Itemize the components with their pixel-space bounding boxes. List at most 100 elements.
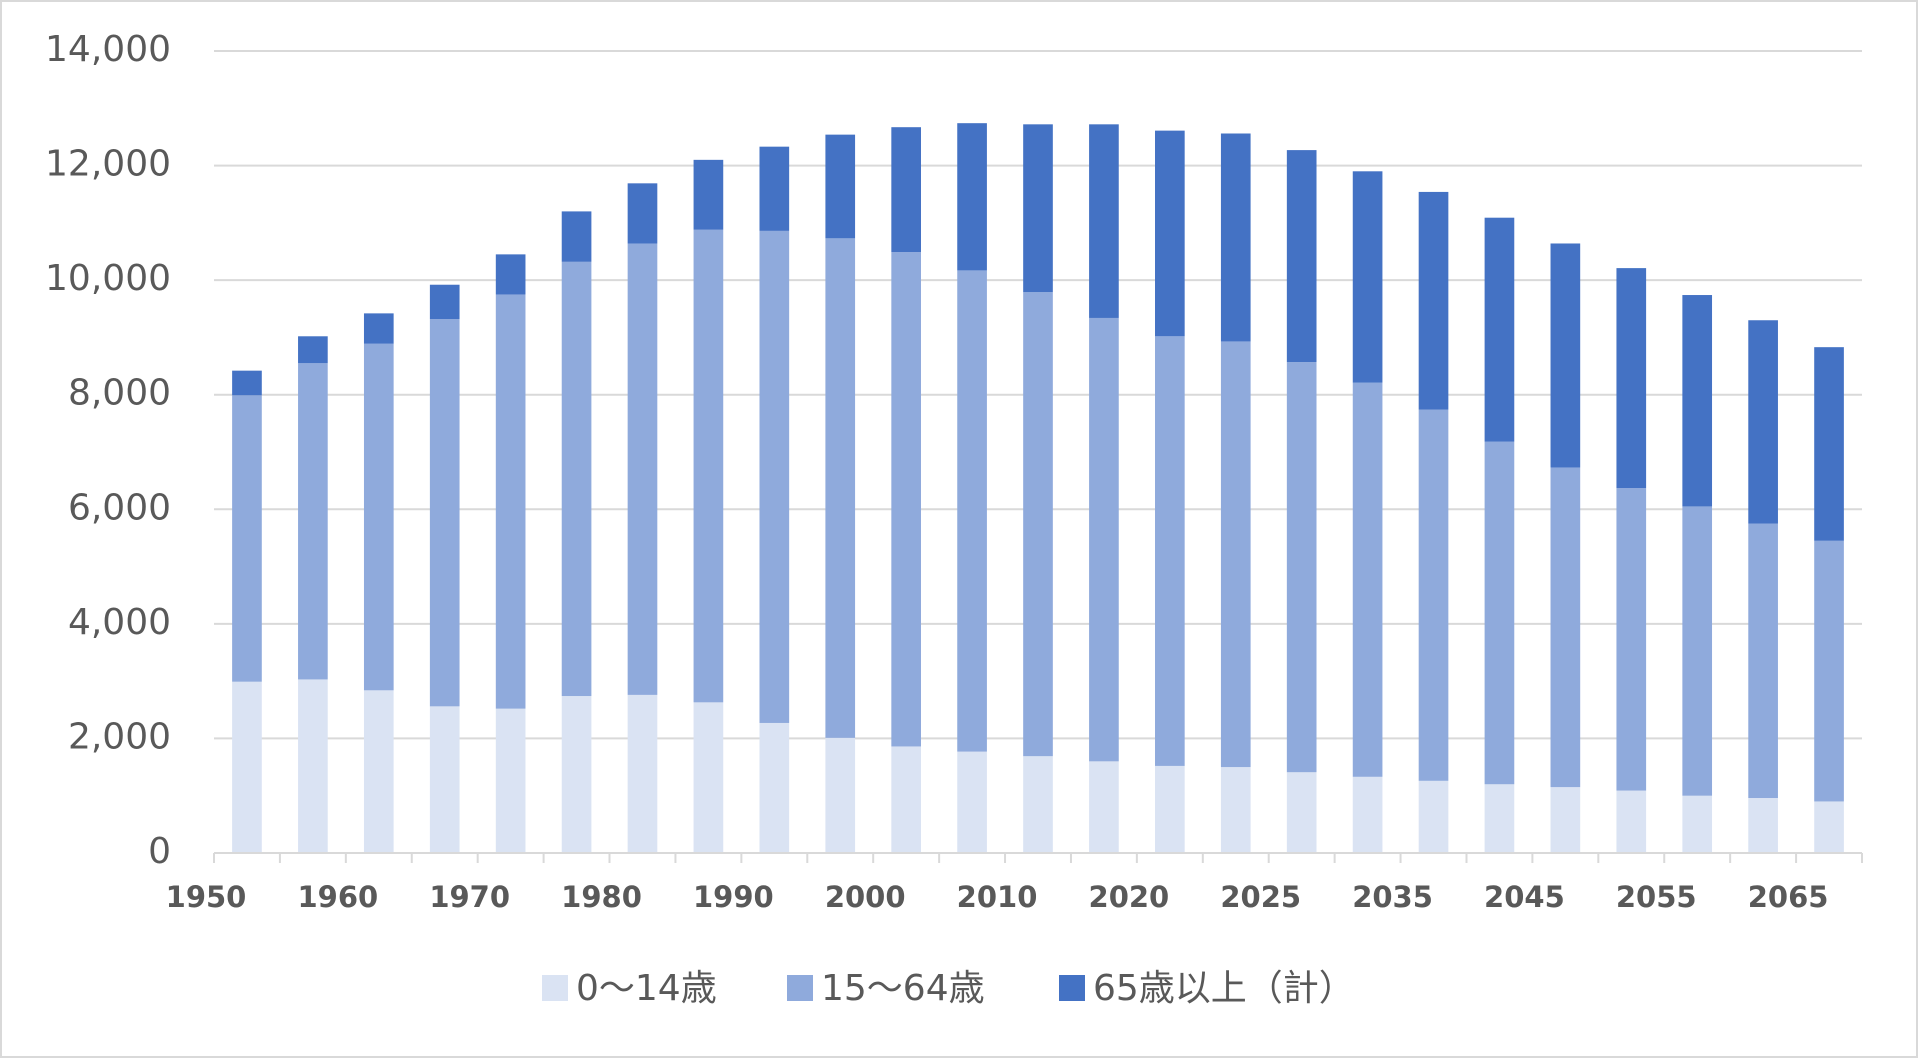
bar-segment [1748,523,1778,799]
bar-segment [1220,133,1251,342]
x-tick-label: 2035 [1352,880,1433,914]
bar-segment [1023,292,1053,757]
bar-segment [363,313,394,344]
bar-segment [1220,341,1251,768]
x-tick-label: 2045 [1484,880,1565,914]
bar-segment [232,395,262,682]
bar-segment [957,123,987,271]
bar-segment [1814,347,1844,541]
bar-segment [429,284,460,320]
bar-segment [1550,243,1581,468]
bar-segment [891,746,921,853]
bar-segment [1418,191,1449,410]
bar-segment [495,254,526,295]
legend-label: 0～14歳 [576,968,717,1009]
x-tick-label: 2055 [1616,880,1697,914]
bar-segment [363,690,394,853]
bar-segment [1616,488,1647,791]
bar-segment [232,370,262,396]
bar-segment [1089,761,1119,853]
x-tick-label: 2065 [1748,880,1829,914]
x-tick-label: 1990 [693,880,774,914]
bar-segment [957,751,987,853]
bar-segment [298,363,328,680]
bar-segment [1286,362,1317,773]
y-tick-label: 14,000 [45,29,171,70]
legend-swatch [542,975,568,1001]
bar-segment [891,127,921,253]
bar-segment [627,183,658,244]
bar-segment [627,243,658,695]
bar-segment [1682,506,1713,796]
bar-segment [693,229,724,703]
bar-segment [1484,217,1515,442]
bar-segment [561,696,592,853]
x-tick-label: 1950 [166,880,247,914]
bar-segment [1550,787,1581,853]
y-tick-label: 6,000 [68,487,171,528]
bar-segment [825,134,856,239]
bar-segment [957,270,987,752]
y-tick-label: 0 [148,831,171,872]
bar-segment [1352,171,1383,383]
bar-segment [429,319,460,707]
bar-segment [1814,801,1844,853]
bar-segment [1352,776,1383,853]
bar-segment [1616,790,1647,853]
y-tick-label: 4,000 [68,602,171,643]
bar-segment [825,737,856,853]
bar-segment [232,681,262,853]
bar-segment [1155,336,1185,766]
bar-segment [1089,317,1119,762]
y-tick-label: 8,000 [68,373,171,414]
bar-segment [1682,795,1713,853]
y-tick-label: 10,000 [45,258,171,299]
bar-segment [1418,409,1449,781]
bar-segment [1155,130,1185,337]
bar-segment [495,708,526,853]
x-tick-label: 2025 [1220,880,1301,914]
bar-segment [1352,382,1383,777]
y-tick-label: 12,000 [45,144,171,185]
x-tick-label: 1970 [429,880,510,914]
bar-segment [1682,295,1713,507]
bar-segment [759,146,790,231]
x-tick-label: 2020 [1089,880,1170,914]
x-tick-label: 2000 [825,880,906,914]
bar-segment [759,230,790,723]
bar-segment [1286,150,1317,363]
bar-segment [429,706,460,853]
x-tick-label: 2010 [957,880,1038,914]
bar-segment [1089,124,1119,318]
bar-segment [1748,320,1778,524]
bar-segment [1220,767,1251,853]
bar-segment [1484,441,1515,785]
bar-segment [495,294,526,709]
bar-segment [1023,756,1053,853]
bar-segment [298,679,328,853]
bar-segment [363,343,394,691]
legend-label: 15～64歳 [821,968,985,1009]
legend-swatch [1059,975,1085,1001]
bar-segment [693,159,724,230]
bar-segment [1616,268,1647,489]
bar-segment [627,694,658,853]
bar-segment [1550,467,1581,788]
legend-label: 65歳以上（計） [1093,968,1355,1009]
bar-segment [561,211,592,262]
legend-swatch [787,975,813,1001]
bar-segment [693,702,724,853]
x-tick-label: 1980 [561,880,642,914]
bar-segment [1286,772,1317,853]
bar-segment [1155,765,1185,853]
x-tick-label: 1960 [297,880,378,914]
bar-segment [759,722,790,853]
bar-segment [1484,784,1515,853]
bar-segment [298,336,328,364]
bar-segment [891,252,921,747]
bar-segment [1418,780,1449,853]
bar-segment [1748,798,1778,853]
bar-segment [1814,540,1844,802]
